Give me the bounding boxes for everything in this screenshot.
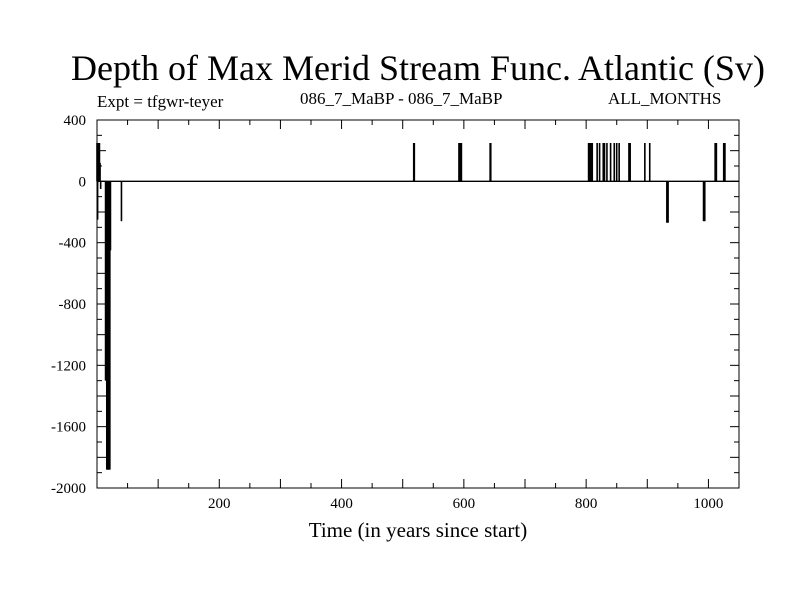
y-tick-label: -800: [59, 297, 87, 313]
experiment-label: Expt = tfgwr-teyer: [97, 92, 224, 111]
x-tick-label: 400: [330, 496, 353, 512]
x-tick-label: 1000: [693, 496, 723, 512]
x-tick-label: 200: [208, 496, 231, 512]
chart-title: Depth of Max Merid Stream Func. Atlantic…: [71, 48, 765, 88]
axis-ticks-group: [97, 120, 739, 488]
plot-frame: [96, 119, 740, 489]
plot-frame-group: [96, 119, 740, 489]
series-group: [96, 143, 739, 470]
period-label: ALL_MONTHS: [608, 89, 722, 108]
x-tick-label: 800: [575, 496, 598, 512]
y-tick-label: -2000: [51, 481, 86, 497]
y-tick-label: 400: [64, 113, 87, 129]
y-tick-label: -400: [59, 236, 87, 252]
y-tick-label: -1200: [51, 358, 86, 374]
y-tick-label: -1600: [51, 420, 86, 436]
y-tick-label: 0: [79, 174, 87, 190]
tick-labels-group: 200 400 600 800 1000 400 0 -400 -800 -1200 -1600 -2…: [51, 113, 723, 512]
x-tick-label: 600: [453, 496, 476, 512]
x-axis-label: Time (in years since start): [308, 518, 528, 542]
comparison-label: 086_7_MaBP - 086_7_MaBP: [300, 89, 503, 108]
